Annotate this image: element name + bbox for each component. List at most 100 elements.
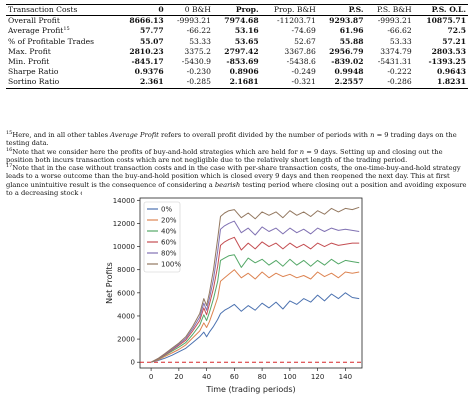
chart-background [82, 188, 372, 400]
table-cell: 72.5 [447, 26, 467, 36]
y-tick-label: 14000 [113, 197, 135, 205]
table-cell: -845.17 [131, 57, 164, 67]
table-cell: -9993.21 [377, 16, 412, 26]
net-profits-chart: 0 20 40 60 80 100 120 140 0 2000 4000 6000 8000 10000… [82, 188, 372, 400]
row-label: Average Profit15 [6, 26, 118, 36]
x-tick-label: 140 [339, 373, 352, 381]
table-cell: 0.9643 [436, 67, 466, 77]
y-tick-label: 6000 [117, 289, 135, 297]
table-cell: 1.8231 [436, 77, 466, 87]
table-cell: -1393.25 [428, 57, 467, 67]
header-6: P.S. B&H [376, 5, 412, 14]
row-label: % of Profitable Trades [6, 37, 118, 47]
table-row: Average Profit15 57.77 -66.22 53.16 -74.69 61… [6, 26, 468, 36]
table-cell: 2797.42 [224, 46, 259, 56]
x-tick-label: 40 [202, 373, 211, 381]
table-cell: -66.22 [186, 26, 211, 36]
table-cell: -11203.71 [277, 16, 316, 26]
row-label-text: Min. Profit [8, 57, 50, 67]
footnote-number: 16 [6, 146, 13, 153]
series-line-3 [150, 236, 360, 363]
y-tick-label: 0 [131, 359, 135, 367]
table-cell: -0.321 [291, 77, 316, 87]
y-tick-label: 4000 [117, 312, 135, 320]
table-cell: -839.02 [331, 57, 364, 67]
header-3: Prop. [235, 5, 259, 14]
series-lines [140, 206, 362, 363]
header-row-label: Transaction Costs [8, 5, 78, 14]
legend: 0% 20% 40% 60% 80% 100% [143, 201, 181, 273]
row-label-text: Sortino Ratio [8, 77, 60, 87]
series-line-5 [150, 206, 360, 363]
table-cell: 55.07 [139, 36, 164, 46]
table-cell: 3367.86 [284, 46, 316, 56]
row-label: Min. Profit [6, 57, 118, 67]
table-cell: 53.16 [234, 26, 259, 36]
table-cell: 0.9376 [134, 67, 164, 77]
header-4: Prop. B&H [273, 5, 316, 14]
x-tick-label: 80 [258, 373, 267, 381]
table-cell: -5430.9 [181, 57, 211, 67]
row-label-text: Average Profit [8, 26, 64, 36]
table-cell: 52.67 [294, 36, 316, 46]
footnote: 16Note that we consider here the profits… [6, 146, 468, 165]
table-cell: 10875.71 [426, 16, 466, 26]
footnote-number: 15 [6, 130, 13, 136]
table-row: Overall Profit 8666.13 -9993.21 7974.68 -112… [6, 16, 468, 27]
row-label: Sharpe Ratio [6, 67, 118, 77]
table-cell: 55.88 [339, 36, 364, 46]
y-axis-label: Net Profits [105, 262, 114, 304]
table-row: Max. Profit 2810.23 3375.2 2797.42 3367.86 29… [6, 47, 468, 57]
footnote-text: = 9 trading days on the testing data. [6, 131, 457, 148]
table-cell: -66.62 [387, 26, 412, 36]
x-tick-label: 0 [149, 373, 153, 381]
table-cell: 53.33 [189, 36, 211, 46]
y-tick-label: 8000 [117, 266, 135, 274]
table-cell: -74.69 [291, 26, 316, 36]
footnote-text: n [370, 131, 375, 139]
header-2: 0 B&H [184, 5, 211, 14]
table-cell: 2.1681 [229, 77, 259, 87]
series-line-4 [150, 220, 360, 363]
axis-ticks: 0 20 40 60 80 100 120 140 0 2000 4000 6000 8000 10000… [113, 197, 352, 381]
header-7: P.S. O.L. [431, 5, 466, 14]
results-table: Transaction Costs 0 0 B&H Prop. Prop. B&H P.S… [6, 4, 468, 89]
legend-label: 60% [161, 239, 177, 247]
footnote-text: bearish [214, 180, 241, 189]
legend-label: 100% [161, 261, 181, 269]
y-tick-label: 12000 [113, 220, 135, 228]
table-cell: 3374.79 [380, 46, 412, 56]
header-1: 0 [158, 5, 164, 14]
row-label-text: Max. Profit [8, 46, 51, 56]
table-body: Overall Profit 8666.13 -9993.21 7974.68 -112… [6, 16, 468, 89]
x-axis-label: Time (trading periods) [205, 385, 295, 394]
table-cell: -5431.31 [377, 57, 412, 67]
series-line-2 [150, 254, 360, 363]
footnote-text: Here, and in all other tables [12, 131, 111, 139]
table-cell: 53.33 [389, 36, 412, 46]
table-row: Min. Profit -845.17 -5430.9 -853.69 -5438.6 -… [6, 57, 468, 67]
row-label-text: Sharpe Ratio [8, 67, 59, 77]
table-row: % of Profitable Trades 55.07 53.33 53.65 52.… [6, 37, 468, 47]
footnote-mark: 15 [63, 26, 70, 33]
footnote-text: n [299, 147, 305, 156]
footnote-text: refers to overall profit divided by the … [158, 131, 371, 139]
row-label-text: Overall Profit [8, 16, 60, 26]
table-row: Sharpe Ratio 0.9376 -0.230 0.8906 -0.249 0.99… [6, 67, 468, 77]
legend-label: 40% [161, 228, 177, 236]
table-cell: 2.361 [139, 77, 164, 87]
table-header-row: Transaction Costs 0 0 B&H Prop. Prop. B&H P.S… [6, 4, 468, 16]
y-tick-label: 10000 [113, 243, 135, 251]
row-label: Sortino Ratio [6, 77, 118, 88]
table-cell: -0.222 [387, 67, 412, 77]
x-tick-label: 20 [174, 373, 183, 381]
table-cell: 57.77 [139, 26, 164, 36]
table-cell: -0.286 [387, 77, 412, 87]
table-cell: 0.9948 [334, 67, 364, 77]
table-cell: -0.249 [291, 67, 316, 77]
table-cell: 2810.23 [129, 46, 164, 56]
footnote-text: Note that we consider here the profits o… [12, 147, 300, 156]
footnote-text: = 9 days. Setting up and closing out the… [6, 147, 443, 164]
table-cell: -853.69 [226, 57, 259, 67]
legend-label: 80% [161, 250, 177, 258]
